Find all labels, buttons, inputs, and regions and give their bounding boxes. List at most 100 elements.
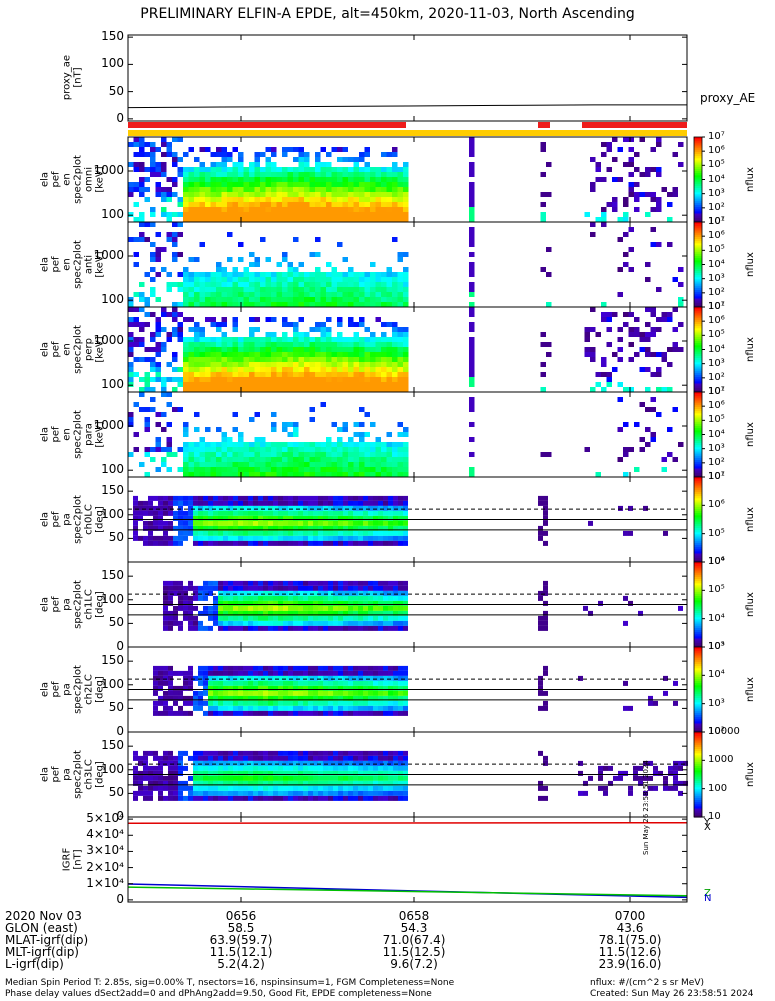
heatmap-cell [128,162,134,167]
heatmap-cell [266,377,272,382]
heatmap-cell [189,177,195,182]
heatmap-cell [271,452,277,457]
heatmap-cell [353,531,358,536]
heatmap-cell [543,626,548,631]
heatmap-cell [244,202,250,207]
heatmap-cell [288,377,294,382]
heatmap-cell [337,207,343,212]
heatmap-cell [238,372,244,377]
heatmap-cell [183,751,188,756]
heatmap-cell [233,172,239,177]
heatmap-cell [392,352,398,357]
heatmap-cell [403,267,409,272]
heatmap-cell [227,357,233,362]
heatmap-cell [203,541,208,546]
heatmap-cell [348,521,353,526]
heatmap-cell [326,187,332,192]
heatmap-cell [376,167,382,172]
heatmap-cell [353,711,358,716]
heatmap-cell [315,342,321,347]
heatmap-cell [222,202,228,207]
heatmap-cell [543,531,548,536]
heatmap-cell [233,766,238,771]
heatmap-cell [353,706,358,711]
heatmap-cell [213,776,218,781]
heatmap-cell [163,506,168,511]
heatmap-cell [663,676,668,681]
heatmap-cell [370,422,376,427]
heatmap-cell [343,501,348,506]
heatmap-cell [376,277,382,282]
heatmap-cell [233,297,239,302]
heatmap-cell [393,616,398,621]
heatmap-cell [303,626,308,631]
heatmap-cell [248,796,253,801]
heatmap-cell [388,686,393,691]
heatmap-cell [315,267,321,272]
heatmap-cell [378,536,383,541]
heatmap-cell [318,671,323,676]
heatmap-cell [365,412,371,417]
heatmap-cell [298,796,303,801]
heatmap-cell [211,357,217,362]
heatmap-cell [403,442,409,447]
heatmap-cell [315,212,321,217]
heatmap-cell [138,761,143,766]
heatmap-cell [282,347,288,352]
heatmap-cell [469,192,475,197]
heatmap-cell [332,212,338,217]
panel-frame [128,35,687,121]
heatmap-cell [288,212,294,217]
heatmap-cell [156,172,162,177]
heatmap-cell [233,701,238,706]
heatmap-cell [223,766,228,771]
heatmap-cell [381,277,387,282]
heatmap-cell [150,267,156,272]
heatmap-cell [283,676,288,681]
heatmap-cell [363,516,368,521]
heatmap-cell [393,501,398,506]
heatmap-cell [260,337,266,342]
heatmap-cell [143,761,148,766]
heatmap-cell [392,207,398,212]
heatmap-cell [268,676,273,681]
heatmap-cell [321,197,327,202]
heatmap-cell [178,516,183,521]
heatmap-cell [618,347,624,352]
heatmap-cell [392,277,398,282]
heatmap-cell [298,596,303,601]
heatmap-cell [318,586,323,591]
heatmap-cell [376,467,382,472]
heatmap-cell [299,172,305,177]
heatmap-cell [216,282,222,287]
heatmap-cell [238,516,243,521]
heatmap-cell [233,372,239,377]
heatmap-cell [283,666,288,671]
heatmap-cell [277,377,283,382]
heatmap-cell [249,372,255,377]
heatmap-cell [211,342,217,347]
heatmap-cell [383,686,388,691]
heatmap-cell [304,467,310,472]
heatmap-cell [333,511,338,516]
heatmap-cell [271,187,277,192]
heatmap-cell [194,452,200,457]
heatmap-cell [228,676,233,681]
heatmap-cell [167,197,173,202]
heatmap-cell [228,536,233,541]
heatmap-cell [348,606,353,611]
heatmap-cell [278,791,283,796]
heatmap-cell [387,187,393,192]
heatmap-cell [189,192,195,197]
heatmap-cell [282,152,288,157]
heatmap-cell [370,182,376,187]
heatmap-cell [373,536,378,541]
heatmap-cell [313,506,318,511]
heatmap-cell [607,342,613,347]
heatmap-cell [282,147,288,152]
heatmap-cell [343,147,349,152]
heatmap-cell [321,337,327,342]
heatmap-cell [260,187,266,192]
heatmap-cell [273,686,278,691]
heatmap-cell [189,197,195,202]
